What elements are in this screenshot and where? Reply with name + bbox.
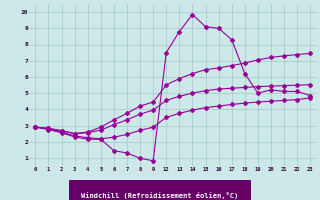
Text: Windchill (Refroidissement éolien,°C): Windchill (Refroidissement éolien,°C) (81, 192, 239, 199)
